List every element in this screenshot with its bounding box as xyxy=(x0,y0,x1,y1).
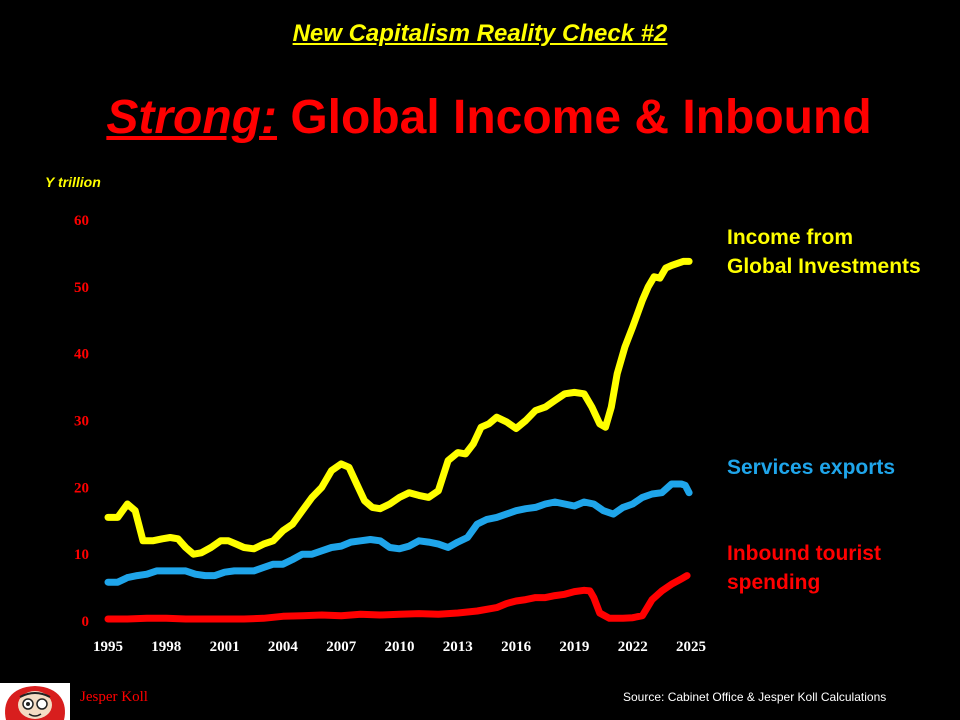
x-tick-label: 2019 xyxy=(559,639,589,655)
y-tick-labels: 0 10 20 30 40 50 60 xyxy=(74,213,89,630)
page-title: Strong: Global Income & Inbound xyxy=(0,88,960,148)
daruma-logo-icon xyxy=(0,683,70,720)
source-note: Source: Cabinet Office & Jesper Koll Cal… xyxy=(623,690,887,704)
legend-income-line1: Income from xyxy=(727,226,854,249)
x-tick-label: 2025 xyxy=(676,639,706,655)
y-tick-label: 10 xyxy=(74,547,89,563)
y-tick-label: 50 xyxy=(74,280,89,296)
y-tick-label: 30 xyxy=(74,414,89,430)
y-axis-label: Y trillion xyxy=(45,174,101,190)
title-rest: Global Income & Inbound xyxy=(276,91,872,144)
x-tick-label: 2007 xyxy=(326,639,357,655)
x-tick-label: 2010 xyxy=(385,639,415,655)
super-title: New Capitalism Reality Check #2 xyxy=(292,20,668,47)
legend-services-line1: Services exports xyxy=(727,456,896,479)
legend-tourist-line2: spending xyxy=(727,571,821,594)
legend-services: Services exports xyxy=(727,453,895,482)
series-line-services xyxy=(104,480,693,586)
x-tick-label: 2016 xyxy=(501,639,532,655)
x-tick-label: 2022 xyxy=(618,639,648,655)
series-line-income xyxy=(104,257,693,558)
author-name: Jesper Koll xyxy=(80,689,148,705)
x-tick-label: 1998 xyxy=(151,639,181,655)
legend-income: Income from Global Investments xyxy=(727,223,921,281)
legend-tourist-line1: Inbound tourist xyxy=(727,542,881,565)
y-tick-label: 60 xyxy=(74,213,89,229)
legend-income-line2: Global Investments xyxy=(727,255,921,278)
y-tick-label: 40 xyxy=(74,347,89,363)
x-tick-label: 1995 xyxy=(93,639,123,655)
x-tick-label: 2004 xyxy=(268,639,299,655)
x-tick-label: 2013 xyxy=(443,639,473,655)
x-tick-label: 2001 xyxy=(210,639,240,655)
legend-tourist: Inbound tourist spending xyxy=(727,539,881,597)
y-tick-label: 0 xyxy=(82,614,90,630)
x-tick-labels: 1995 1998 2001 2004 2007 2010 2013 2016 2019 2022… xyxy=(93,639,706,655)
y-tick-label: 20 xyxy=(74,480,89,496)
series-lines xyxy=(104,257,693,623)
title-emphasis: Strong: xyxy=(106,91,277,144)
series-line-tourist xyxy=(104,572,691,623)
